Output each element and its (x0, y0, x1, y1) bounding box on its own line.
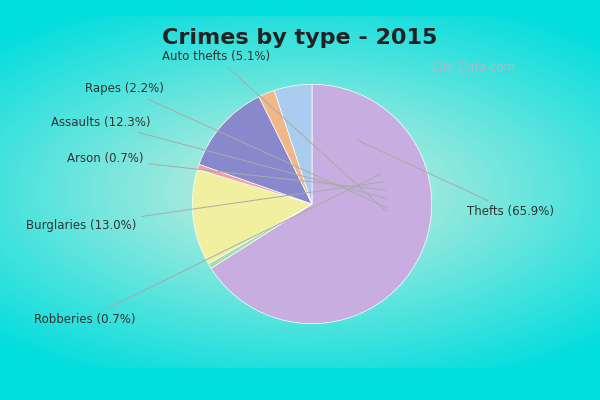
Ellipse shape (105, 100, 495, 284)
Ellipse shape (113, 104, 487, 280)
Ellipse shape (0, 9, 600, 375)
Ellipse shape (173, 132, 427, 252)
Ellipse shape (277, 182, 323, 202)
Ellipse shape (97, 97, 503, 287)
Ellipse shape (0, 0, 600, 386)
Ellipse shape (0, 41, 600, 343)
Ellipse shape (143, 118, 458, 266)
Ellipse shape (0, 2, 600, 382)
Ellipse shape (285, 185, 315, 199)
Ellipse shape (165, 129, 435, 255)
Ellipse shape (293, 188, 308, 196)
Text: Assaults (12.3%): Assaults (12.3%) (50, 116, 387, 198)
Text: Thefts (65.9%): Thefts (65.9%) (357, 140, 554, 218)
Text: Auto thefts (5.1%): Auto thefts (5.1%) (161, 50, 387, 212)
Ellipse shape (248, 167, 353, 217)
Ellipse shape (0, 44, 600, 340)
Ellipse shape (52, 76, 548, 308)
Text: Rapes (2.2%): Rapes (2.2%) (85, 82, 387, 208)
Ellipse shape (0, 6, 600, 378)
Ellipse shape (0, 0, 600, 389)
Wedge shape (199, 97, 312, 204)
Ellipse shape (0, 37, 600, 347)
Ellipse shape (7, 55, 593, 329)
Ellipse shape (195, 143, 405, 241)
Ellipse shape (0, 34, 600, 350)
Ellipse shape (0, 30, 600, 354)
Ellipse shape (120, 108, 480, 276)
Ellipse shape (0, 12, 600, 372)
Wedge shape (197, 164, 312, 204)
Ellipse shape (23, 62, 577, 322)
Ellipse shape (233, 160, 367, 224)
Ellipse shape (150, 122, 450, 262)
Wedge shape (193, 169, 312, 264)
Wedge shape (211, 84, 431, 324)
Ellipse shape (45, 72, 555, 312)
Ellipse shape (0, 23, 600, 361)
Ellipse shape (90, 94, 510, 290)
Ellipse shape (135, 114, 465, 270)
Ellipse shape (37, 69, 563, 315)
Ellipse shape (60, 79, 540, 305)
Ellipse shape (0, 16, 600, 368)
Ellipse shape (263, 174, 337, 210)
Text: Arson (0.7%): Arson (0.7%) (67, 152, 386, 190)
Ellipse shape (187, 139, 413, 245)
Wedge shape (274, 84, 312, 204)
Ellipse shape (30, 65, 570, 319)
Ellipse shape (67, 83, 533, 301)
Ellipse shape (83, 90, 517, 294)
Text: City-Data.com: City-Data.com (432, 62, 516, 74)
Ellipse shape (15, 58, 585, 326)
Ellipse shape (225, 157, 375, 227)
Ellipse shape (270, 178, 330, 206)
Ellipse shape (75, 86, 525, 298)
Wedge shape (208, 204, 312, 268)
Ellipse shape (0, 51, 600, 333)
Ellipse shape (210, 150, 390, 234)
Ellipse shape (218, 153, 383, 231)
Ellipse shape (240, 164, 360, 220)
Text: Crimes by type - 2015: Crimes by type - 2015 (163, 28, 437, 48)
Ellipse shape (255, 171, 345, 213)
Ellipse shape (203, 146, 398, 238)
Text: Robberies (0.7%): Robberies (0.7%) (35, 174, 381, 326)
Ellipse shape (180, 136, 420, 248)
Ellipse shape (0, 26, 600, 358)
Ellipse shape (157, 125, 443, 259)
Ellipse shape (127, 111, 473, 273)
Ellipse shape (0, 20, 600, 364)
Ellipse shape (0, 48, 600, 336)
Text: Burglaries (13.0%): Burglaries (13.0%) (26, 182, 383, 232)
Wedge shape (259, 90, 312, 204)
